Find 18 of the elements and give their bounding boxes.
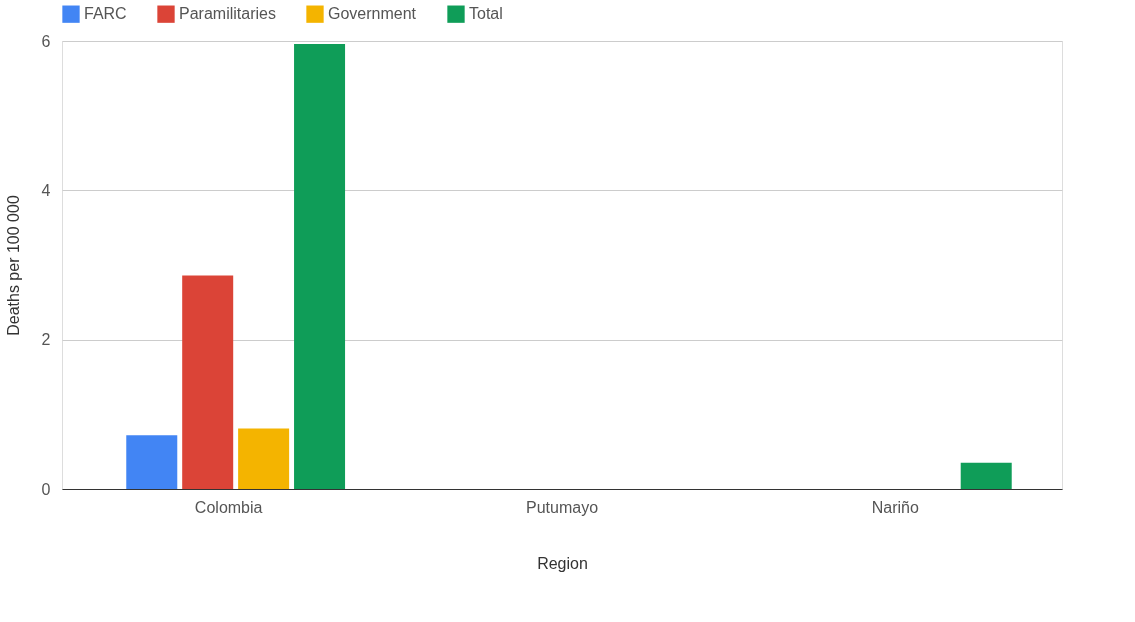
x-tick-label: Putumayo	[525, 498, 599, 516]
legend-label: Government	[328, 5, 417, 23]
bar	[960, 462, 1012, 489]
bar	[126, 435, 178, 489]
legend-label: Paramilitaries	[179, 5, 276, 23]
y-tick-label: 4	[41, 181, 51, 199]
x-tick-label: Colombia	[194, 498, 263, 516]
x-axis-title: Region	[537, 554, 588, 572]
y-tick-label: 0	[41, 480, 51, 498]
legend-label: FARC	[84, 5, 127, 23]
y-axis-title: Deaths per 100 000	[4, 195, 22, 336]
x-tick-label: Nariño	[871, 498, 919, 516]
legend-label: Total	[469, 5, 503, 23]
bar	[294, 43, 346, 489]
y-tick-label: 2	[41, 331, 51, 349]
bar	[238, 428, 290, 489]
bar	[182, 275, 234, 489]
y-tick-label: 6	[41, 32, 51, 50]
